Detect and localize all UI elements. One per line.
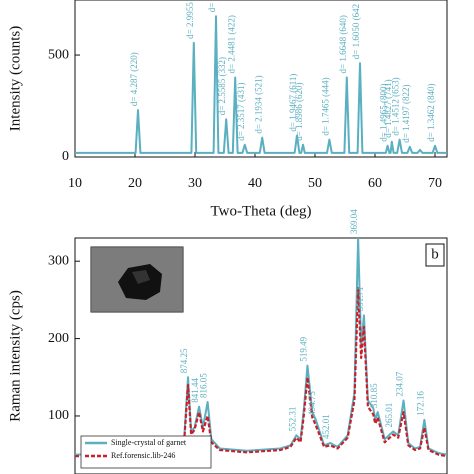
peak-label: d= 1.6050 (642: [351, 4, 361, 59]
panel-label: b: [431, 246, 439, 262]
x-tick-label: 40: [248, 176, 262, 191]
peak-label: d= 1.4197 (822): [401, 84, 411, 142]
panel-label-box: [425, 243, 445, 267]
peak-label: 172.16: [415, 391, 425, 416]
peak-label: d= 1.8986 (620): [294, 82, 304, 140]
peak-label: d= 1.9467 (611): [288, 74, 298, 132]
legend-box: [80, 435, 212, 469]
x-tick-label: 70: [428, 176, 442, 191]
y-tick-label: 100: [48, 408, 69, 423]
peak-label: 874.25: [179, 348, 189, 373]
peak-label: 552.31: [287, 407, 297, 432]
legend-label: Single-crystal of garnet: [111, 438, 187, 447]
peak-label: d= 2.3517 (431): [236, 82, 246, 140]
peak-label: d= 1.4512 (653): [391, 77, 401, 135]
peak-label: d= 1.4965 (800): [379, 83, 389, 141]
peak-label: 816.05: [199, 373, 209, 398]
y-tick-label: 0: [62, 149, 69, 164]
peak-label: 265.01: [384, 403, 394, 428]
peak-label: d= 2.1934 (521): [253, 75, 263, 133]
x-tick-label: 10: [68, 176, 82, 191]
peak-label: 234.07: [395, 371, 405, 396]
peak-label: d= 2.9955 (400): [185, 0, 195, 39]
peak-label: 519.49: [299, 336, 309, 361]
peak-label: 310.85: [369, 383, 379, 408]
plot-area: [75, 15, 447, 154]
x-tick-label: 60: [368, 176, 382, 191]
series-line: [75, 15, 447, 154]
peak-label: d= 1.3462 (840): [426, 83, 436, 141]
peak-label: d= 2.5585 (332): [217, 57, 227, 115]
x-tick-label: 20: [128, 176, 142, 191]
plot-area: [75, 238, 447, 458]
peak-label: 452.01: [321, 414, 331, 439]
y-tick-label: 300: [48, 253, 69, 268]
peak-label: d= 1.7465 (444): [320, 77, 330, 135]
peak-label: d= 1.4827 (741): [383, 79, 393, 137]
y-tick-label: 200: [48, 331, 69, 346]
peak-label: d= 1.6648 (640): [338, 15, 348, 73]
y-axis-label: Raman intensity (cps): [7, 290, 23, 422]
peak-label: 351.71: [355, 287, 365, 312]
peak-label: 369.04: [349, 209, 359, 234]
peak-label: d= 2.4481 (422): [226, 15, 236, 73]
plot-frame: [74, 0, 448, 158]
peak-label: 494.73: [307, 391, 317, 416]
y-axis-label: Intensity (counts): [7, 26, 23, 131]
x-tick-label: 30: [188, 176, 202, 191]
peak-label: d=: [207, 3, 217, 13]
peak-label: d= 4.287 (220): [129, 52, 139, 106]
inset-photo: [90, 246, 184, 313]
plot-frame: [74, 237, 448, 474]
y-tick-label: 500: [48, 47, 69, 62]
x-tick-label: 50: [308, 176, 322, 191]
legend-label: Ref.forensic.lib-246: [111, 451, 175, 460]
peak-label: 841.44: [190, 377, 200, 402]
x-axis-label: Two-Theta (deg): [211, 203, 312, 219]
series-line: [75, 287, 447, 458]
